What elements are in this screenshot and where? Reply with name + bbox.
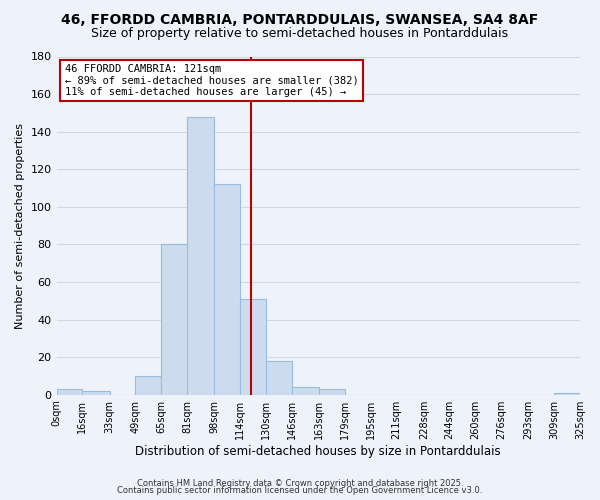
Bar: [554, 393, 580, 394]
Bar: [187, 116, 214, 394]
Bar: [136, 376, 161, 394]
Bar: [82, 391, 110, 394]
Bar: [292, 387, 319, 394]
Bar: [214, 184, 240, 394]
Text: 46 FFORDD CAMBRIA: 121sqm
← 89% of semi-detached houses are smaller (382)
11% of: 46 FFORDD CAMBRIA: 121sqm ← 89% of semi-…: [65, 64, 358, 97]
Bar: [319, 389, 345, 394]
Y-axis label: Number of semi-detached properties: Number of semi-detached properties: [15, 122, 25, 328]
Bar: [266, 361, 292, 394]
Text: Contains HM Land Registry data © Crown copyright and database right 2025.: Contains HM Land Registry data © Crown c…: [137, 478, 463, 488]
Bar: [161, 244, 187, 394]
Text: Size of property relative to semi-detached houses in Pontarddulais: Size of property relative to semi-detach…: [91, 28, 509, 40]
X-axis label: Distribution of semi-detached houses by size in Pontarddulais: Distribution of semi-detached houses by …: [136, 444, 501, 458]
Bar: [240, 299, 266, 394]
Text: 46, FFORDD CAMBRIA, PONTARDDULAIS, SWANSEA, SA4 8AF: 46, FFORDD CAMBRIA, PONTARDDULAIS, SWANS…: [61, 12, 539, 26]
Bar: [56, 389, 82, 394]
Text: Contains public sector information licensed under the Open Government Licence v3: Contains public sector information licen…: [118, 486, 482, 495]
